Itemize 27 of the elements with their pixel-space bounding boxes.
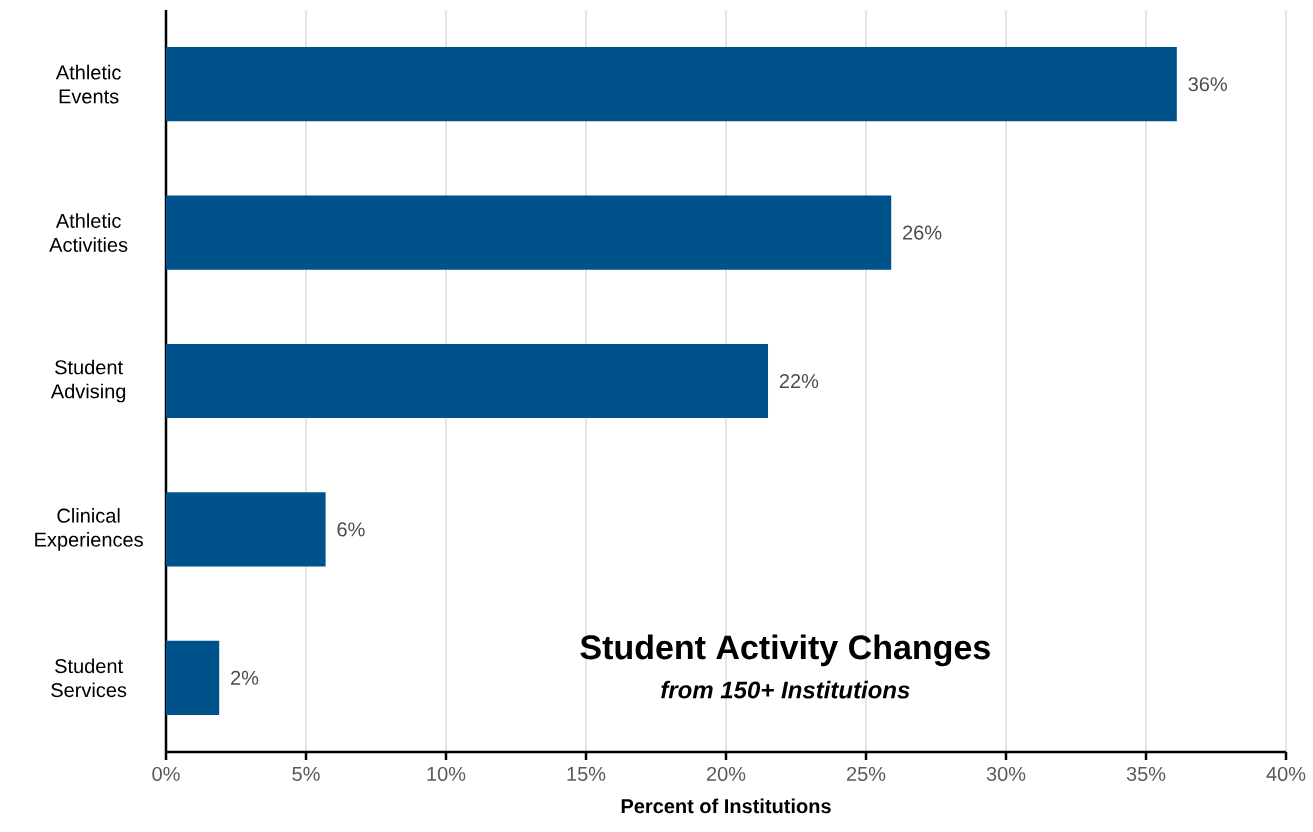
bar <box>166 640 220 715</box>
x-tick-label: 30% <box>986 766 1026 782</box>
text: from 150+ Institutions <box>661 680 910 699</box>
x-tick-label: 25% <box>847 766 886 782</box>
y-tick-label: Athletic Activities <box>49 213 128 252</box>
x-axis-title: Percent of Institutions <box>621 798 831 814</box>
data-label: 6% <box>337 522 365 537</box>
y-tick-label: Clinical Experiences <box>35 508 143 551</box>
data-label: 22% <box>779 373 819 389</box>
x-tick-label: 20% <box>707 766 746 782</box>
bar <box>166 195 892 270</box>
x-tick-label: 5% <box>292 766 320 781</box>
x-tick-label: 0% <box>152 766 180 782</box>
bar <box>166 343 769 419</box>
x-tick-label: 40% <box>1266 766 1306 782</box>
bar <box>166 47 1177 122</box>
text: Student Activity Changes <box>580 634 990 667</box>
data-label: 2% <box>231 670 259 685</box>
y-tick-label: Student Services <box>51 658 127 698</box>
bar <box>166 492 326 567</box>
data-label: 26% <box>903 225 942 240</box>
y-tick-label: Athletic Events <box>55 64 121 104</box>
x-tick-label: 10% <box>427 766 466 782</box>
data-label: 36% <box>1188 77 1227 92</box>
x-tick-label: 35% <box>1126 766 1166 782</box>
x-tick-label: 15% <box>567 766 606 781</box>
y-tick-label: Student Advising <box>50 359 126 403</box>
